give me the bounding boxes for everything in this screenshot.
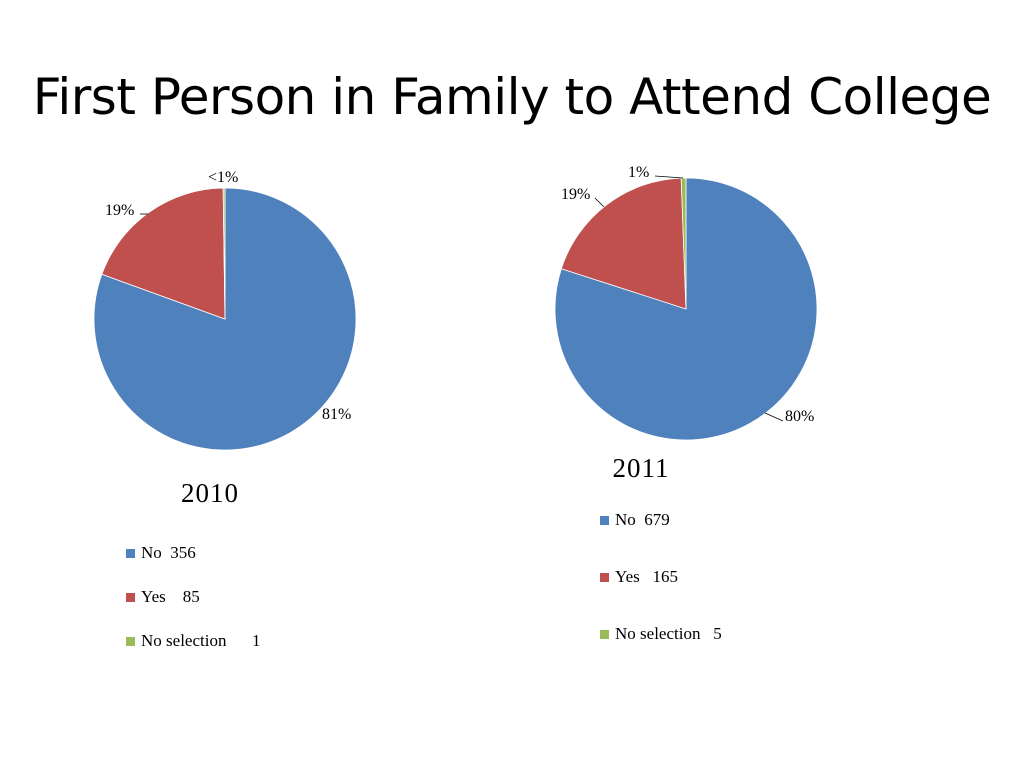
data-label: <1%: [208, 169, 238, 186]
leader-line: [764, 412, 784, 422]
pie-chart-2010: 81% 19% <1% 2010 No 356 Yes 85 No selection 1: [93, 169, 357, 650]
legend-entry: No 679: [615, 510, 670, 529]
legend-swatch: [126, 593, 135, 602]
pie-slice-no-selection: [222, 187, 226, 320]
legend-swatch: [600, 516, 609, 525]
pie-slice-no: [93, 187, 357, 451]
legend-entry: No 356: [141, 543, 196, 562]
leader-line: [594, 197, 605, 208]
chart-title: 2011: [613, 453, 670, 483]
legend-swatch: [600, 573, 609, 582]
legend-entry: No selection 1: [141, 631, 260, 650]
legend-entry: No selection 5: [615, 624, 722, 643]
data-label: 19%: [105, 202, 134, 219]
data-label: 81%: [322, 406, 351, 423]
data-label: 19%: [561, 186, 590, 203]
pie-slice-yes: [560, 177, 687, 310]
leader-line: [654, 175, 684, 179]
pie-chart-2011: 80% 19% 1% 2011 No 679 Yes 165 No selection 5: [554, 164, 818, 643]
data-label: 80%: [785, 408, 814, 425]
data-label: 1%: [628, 164, 649, 181]
legend-swatch: [126, 637, 135, 646]
legend-entry: Yes 165: [615, 567, 678, 586]
legend-swatch: [126, 549, 135, 558]
slide-title: First Person in Family to Attend College: [32, 68, 992, 126]
pie-slice-yes: [101, 187, 226, 320]
legend-swatch: [600, 630, 609, 639]
chart-title: 2010: [181, 478, 239, 508]
legend-entry: Yes 85: [141, 587, 200, 606]
